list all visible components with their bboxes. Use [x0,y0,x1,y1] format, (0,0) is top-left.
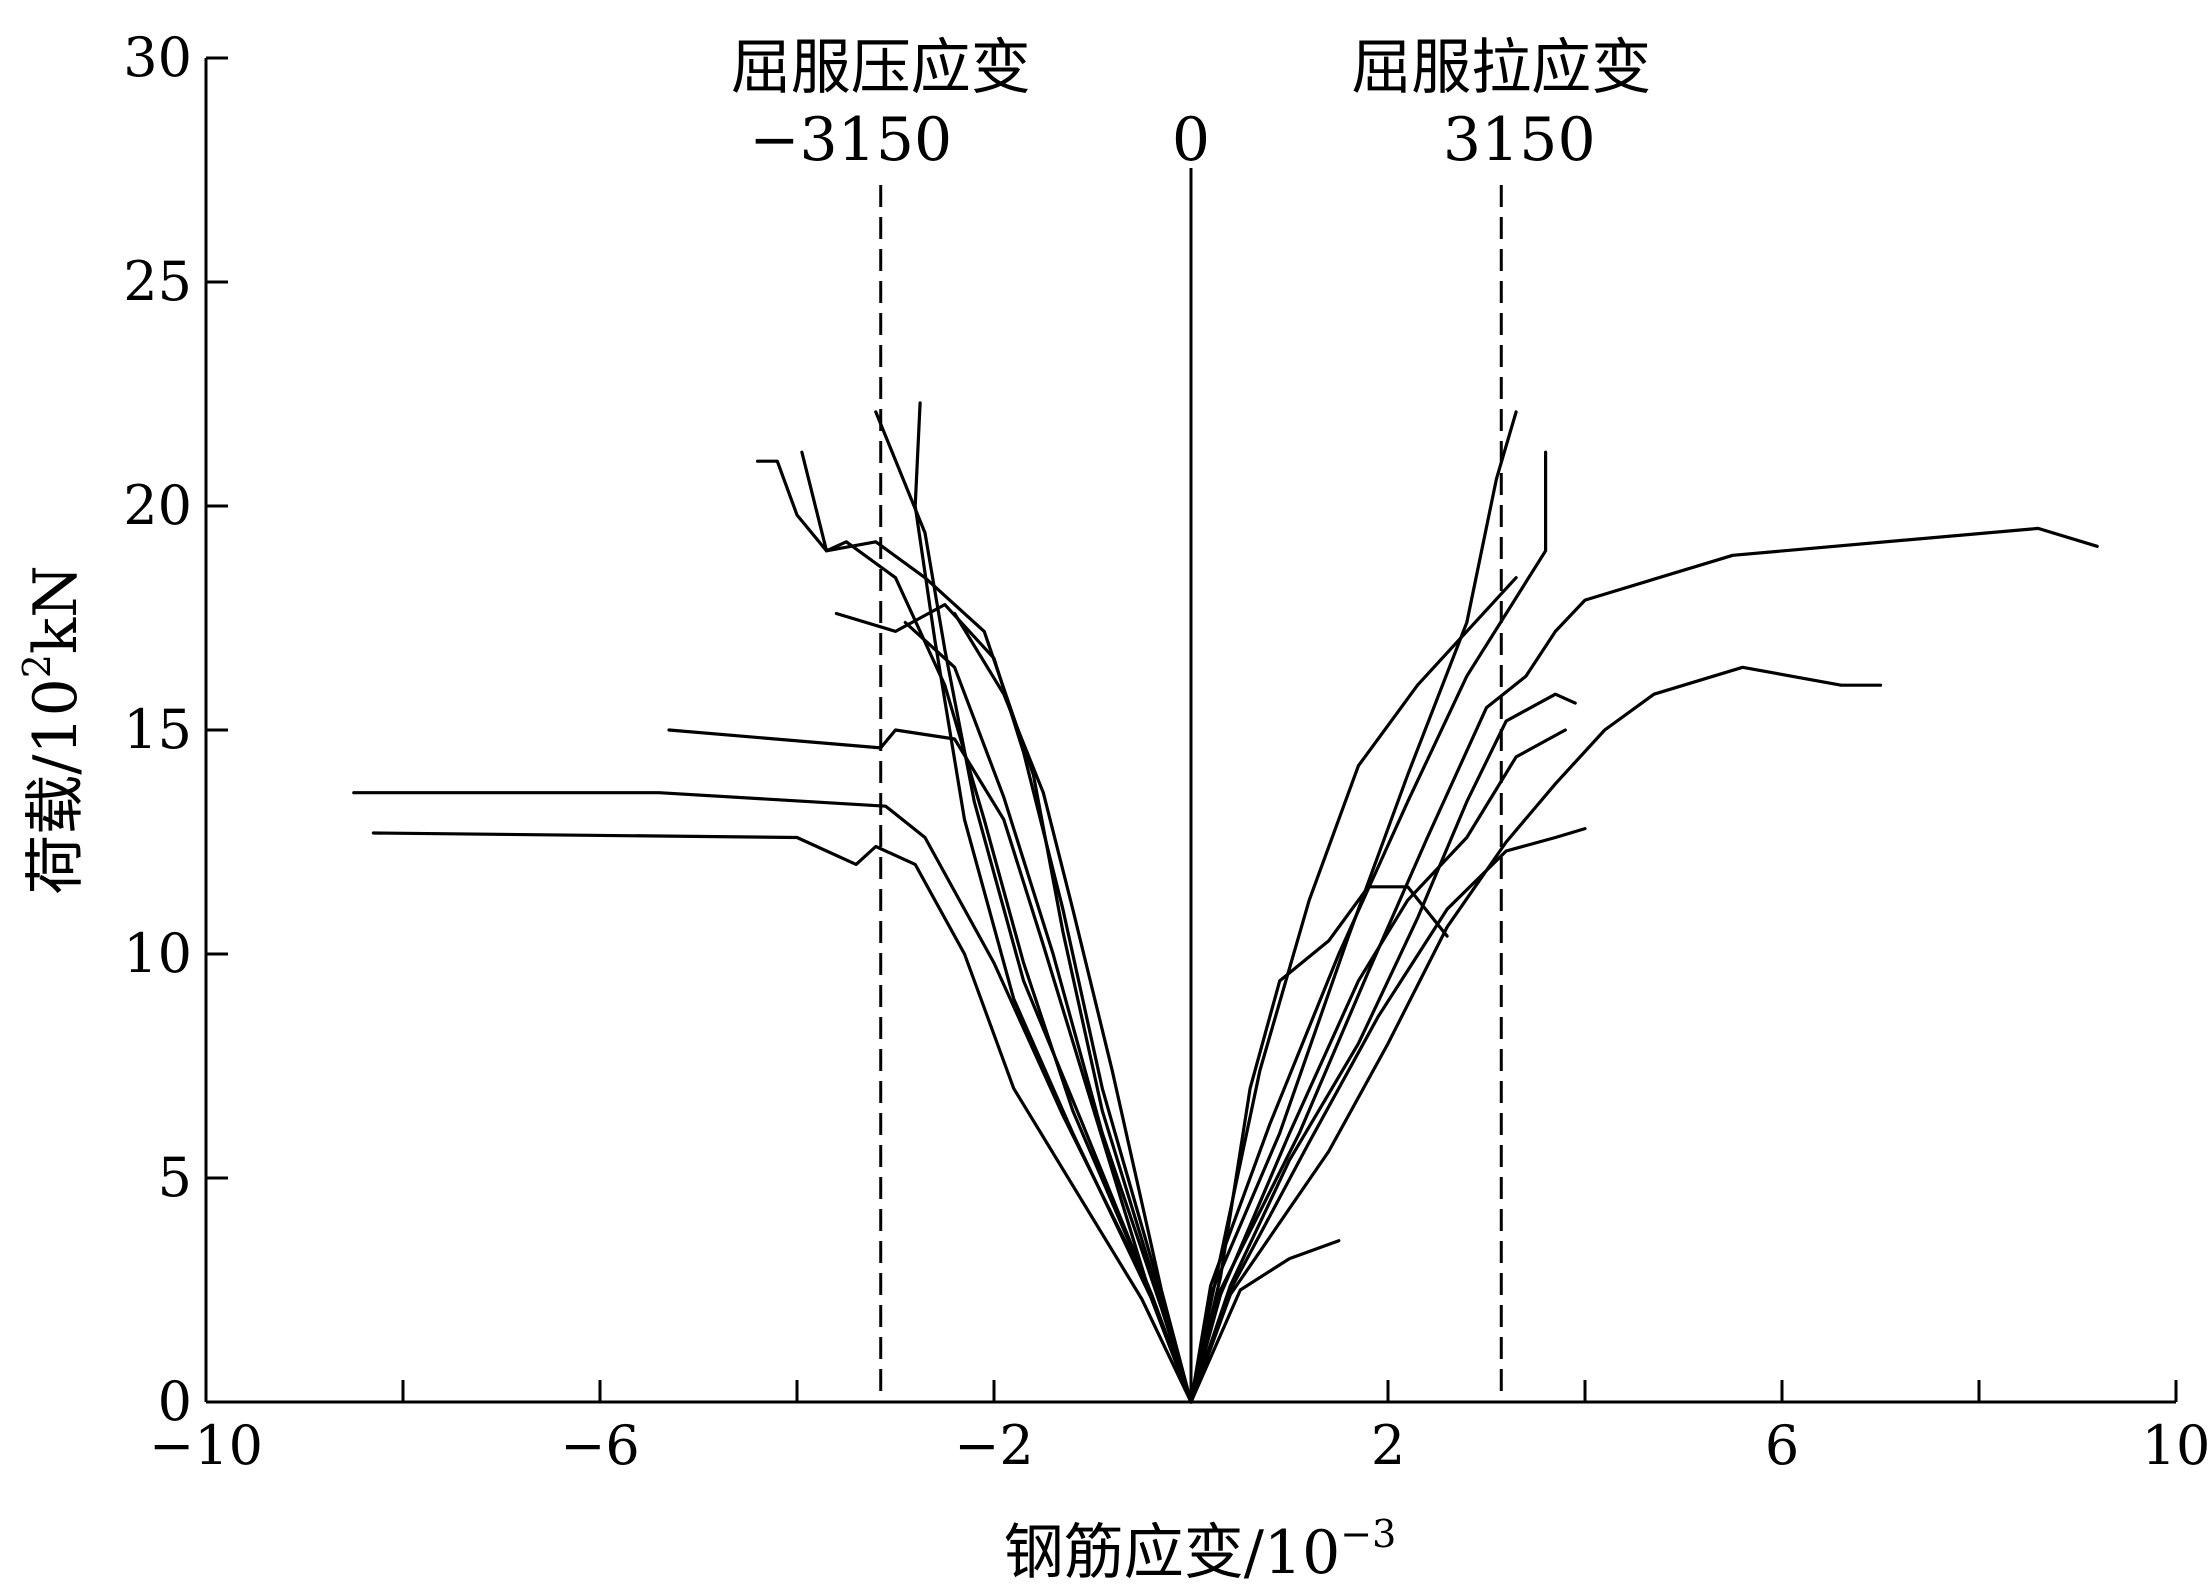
yield-label: 屈服拉应变 [1351,33,1651,103]
y-tick-label: 15 [123,698,192,761]
x-tick-label: −10 [149,1414,263,1477]
series-line [1189,576,1518,1404]
series-line [1189,885,1449,1404]
x-tick-label: −2 [954,1414,1034,1477]
series-line [1189,526,2099,1404]
yield-label: 屈服压应变 [731,33,1031,103]
series-line [903,620,1193,1404]
ticks: 0 5 10 15 20 25 30 −10 −6 −2 2 6 10 [123,26,2210,1477]
y-tick-label: 30 [123,26,192,89]
series-line [667,728,1193,1404]
series-line [1189,450,1548,1404]
x-axis-title: 钢筋应变/10−3 [1004,1512,1397,1588]
y-tick-label: 5 [158,1146,192,1209]
series-line [1189,665,1883,1404]
series-line [834,603,1193,1404]
series-line [1189,827,1587,1404]
x-tick-label: 10 [2142,1414,2211,1477]
y-tick-label: 0 [158,1370,192,1433]
reference-value-label: 3150 [1443,105,1596,175]
x-tick-label: 6 [1765,1414,1799,1477]
reference-value-label: 0 [1172,105,1210,175]
series-line [1189,1239,1341,1404]
series-line [1189,728,1567,1404]
y-axis-title-exponent: 2 [15,654,59,678]
reference-value-label: −3150 [749,105,952,175]
y-tick-label: 10 [123,922,192,985]
series-line [371,831,1193,1404]
x-axis-title-exponent: −3 [1340,1512,1396,1556]
y-axis-title: 荷载/102kN [15,565,91,895]
y-tick-label: 20 [123,474,192,537]
y-tick-label: 25 [123,250,192,313]
series-line [352,791,1193,1404]
series-line [756,459,1193,1404]
data-series [352,401,2099,1404]
x-tick-label: 2 [1371,1414,1405,1477]
x-tick-label: −6 [560,1414,640,1477]
y-axis-title-unit: kN [21,565,91,654]
series-line [953,611,1193,1404]
series-line [1189,692,1577,1404]
